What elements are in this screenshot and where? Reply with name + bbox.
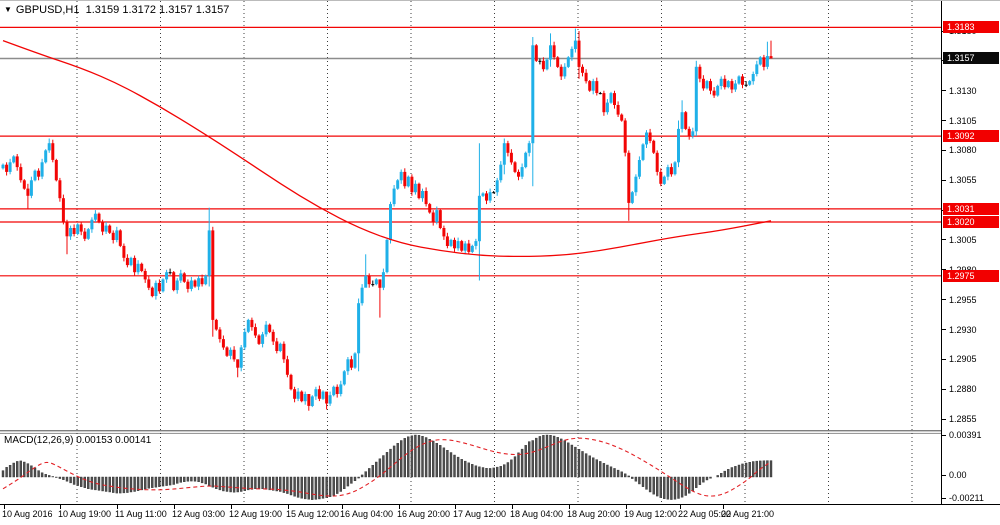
price-level-badge: 1.3020	[943, 216, 999, 229]
time-axis-label: 16 Aug 04:00	[340, 509, 394, 519]
price-level-badge: 1.3183	[943, 21, 999, 34]
price-tick	[942, 299, 946, 301]
time-axis[interactable]: 10 Aug 2016 10 Aug 19:00 11 Aug 11:00 12 Au…	[0, 504, 1000, 525]
price-level-badge: 1.3031	[943, 202, 999, 215]
time-axis-label: 18 Aug 04:00	[510, 509, 564, 519]
price-axis-label: 1.3005	[949, 234, 977, 245]
symbol-dropdown-icon: ▼	[4, 5, 12, 14]
time-tick	[288, 505, 289, 509]
ohlc-values: 1.3159 1.3172 1.3157 1.3157	[85, 4, 230, 16]
price-level-badge: 1.2975	[943, 269, 999, 282]
time-tick	[399, 505, 400, 509]
time-axis-label: 18 Aug 20:00	[567, 509, 621, 519]
macd-axis-tick	[942, 474, 946, 476]
ohlc-header: ▼ GBPUSD,H1 1.3159 1.3172 1.3157 1.3157	[4, 4, 229, 16]
price-axis-label: 1.3105	[949, 115, 977, 126]
time-tick	[455, 505, 456, 509]
price-tick	[942, 239, 946, 241]
time-tick	[680, 505, 681, 509]
time-tick	[231, 505, 232, 509]
price-tick	[942, 149, 946, 151]
time-axis-label: 12 Aug 19:00	[229, 509, 283, 519]
time-tick	[117, 505, 118, 509]
time-tick	[512, 505, 513, 509]
main-chart-area[interactable]: ▼ GBPUSD,H1 1.3159 1.3172 1.3157 1.3157	[0, 1, 941, 430]
price-axis-label: 1.3130	[949, 85, 977, 96]
price-tick	[942, 418, 946, 420]
price-tick	[942, 179, 946, 181]
price-axis-label: 1.2930	[949, 324, 977, 335]
price-tick	[942, 358, 946, 360]
price-axis-label: 1.3055	[949, 175, 977, 186]
time-tick	[569, 505, 570, 509]
current-price-badge: 1.3157	[943, 52, 999, 65]
macd-panel[interactable]: MACD(12,26,9) 0.00153 0.00141	[0, 433, 941, 504]
time-axis-label: 16 Aug 20:00	[397, 509, 451, 519]
time-tick	[723, 505, 724, 509]
time-axis-label: 12 Aug 03:00	[172, 509, 226, 519]
time-axis-label: 17 Aug 12:00	[453, 509, 507, 519]
time-axis-label: 10 Aug 19:00	[58, 509, 112, 519]
time-axis-label: 22 Aug 21:00	[721, 509, 775, 519]
panel-splitter[interactable]	[0, 430, 1000, 433]
time-tick	[174, 505, 175, 509]
time-axis-label: 10 Aug 2016	[2, 509, 53, 519]
macd-axis-label: 0.00	[949, 470, 967, 480]
macd-axis-tick	[942, 497, 946, 499]
price-axis-label: 1.3080	[949, 145, 977, 156]
price-axis-label: 1.2905	[949, 354, 977, 365]
price-axis-label: 1.2955	[949, 294, 977, 305]
macd-axis-label: -0.00211	[949, 493, 984, 503]
price-tick	[942, 388, 946, 390]
price-tick	[942, 90, 946, 92]
price-axis-label: 1.2855	[949, 414, 977, 425]
macd-chart[interactable]	[0, 433, 941, 504]
price-tick	[942, 120, 946, 122]
time-tick	[342, 505, 343, 509]
macd-axis-tick	[942, 434, 946, 436]
time-axis-label: 22 Aug 05:00	[678, 509, 732, 519]
macd-axis-label: 0.00391	[949, 430, 982, 440]
price-level-badge: 1.3092	[943, 130, 999, 143]
price-tick	[942, 329, 946, 330]
time-axis-label: 19 Aug 12:00	[624, 509, 678, 519]
macd-indicator-label: MACD(12,26,9) 0.00153 0.00141	[4, 435, 152, 446]
time-axis-label: 15 Aug 12:00	[286, 509, 340, 519]
price-axis[interactable]: 1.31801.31551.31301.31051.30801.30551.30…	[941, 1, 1000, 504]
time-tick	[4, 505, 5, 509]
symbol-period-label: GBPUSD,H1	[15, 4, 80, 16]
time-tick	[60, 505, 61, 509]
time-axis-label: 11 Aug 11:00	[115, 509, 167, 519]
time-tick	[626, 505, 627, 509]
candlestick-chart[interactable]	[0, 1, 941, 430]
price-axis-label: 1.2880	[949, 384, 977, 395]
